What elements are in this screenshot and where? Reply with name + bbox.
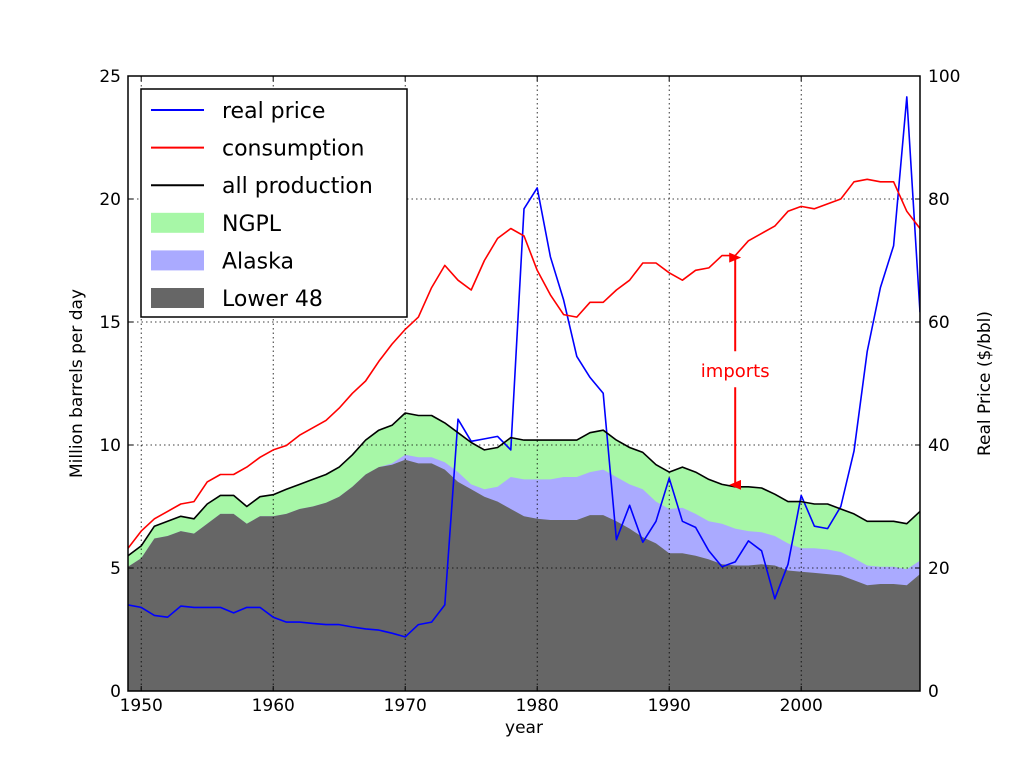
y-tick-label: 0 bbox=[110, 682, 121, 702]
y2-tick-label: 40 bbox=[928, 436, 950, 456]
x-tick-label: 2000 bbox=[780, 696, 823, 716]
x-tick-label: 1960 bbox=[252, 696, 295, 716]
x-axis-label: year bbox=[505, 718, 543, 738]
plot-frame bbox=[127, 75, 921, 692]
series-lines bbox=[128, 96, 920, 638]
line-real-price bbox=[128, 96, 920, 638]
legend-label-alaska: Alaska bbox=[222, 249, 294, 274]
imports-label: imports bbox=[701, 361, 770, 382]
y-axis-label: Million barrels per day bbox=[67, 289, 87, 478]
legend-swatch-alaska bbox=[151, 250, 204, 271]
y-tick-label: 25 bbox=[99, 67, 121, 87]
y2-tick-label: 0 bbox=[928, 682, 939, 702]
legend-label-ngpl: NGPL bbox=[222, 212, 282, 237]
y-tick-label: 15 bbox=[99, 313, 121, 333]
line-all-production bbox=[128, 412, 920, 557]
legend-label-lower-48: Lower 48 bbox=[222, 287, 323, 312]
legend-swatch-lower-48 bbox=[151, 288, 204, 308]
y2-tick-label: 100 bbox=[928, 67, 960, 87]
x-tick-label: 1970 bbox=[384, 696, 427, 716]
y2-tick-label: 60 bbox=[928, 313, 950, 333]
y-tick-label: 10 bbox=[99, 436, 121, 456]
legend-box bbox=[140, 88, 408, 318]
x-tick-label: 1990 bbox=[648, 696, 691, 716]
legend: real price consumption all production NGPL A… bbox=[140, 88, 408, 318]
imports-annotation: imports bbox=[701, 252, 770, 490]
y-tick-label: 20 bbox=[99, 190, 121, 210]
area-lower-48 bbox=[128, 459, 920, 691]
x-tick-label: 1980 bbox=[516, 696, 559, 716]
axis-ticks: 1950 1960 1970 1980 1990 2000 0 5 10 15 20 25 0 20 40 6… bbox=[99, 67, 960, 716]
y2-tick-label: 80 bbox=[928, 190, 950, 210]
line-consumption bbox=[128, 178, 920, 549]
y-tick-label: 5 bbox=[110, 559, 121, 579]
y2-axis-label: Real Price ($/bbl) bbox=[975, 311, 995, 456]
legend-label-consumption: consumption bbox=[222, 137, 364, 162]
axis-labels: year Million barrels per day Real Price ($… bbox=[67, 289, 995, 738]
grid bbox=[128, 76, 920, 691]
x-tick-label: 1950 bbox=[120, 696, 163, 716]
legend-label-all-production: all production bbox=[222, 174, 373, 199]
legend-label-real-price: real price bbox=[222, 99, 325, 124]
stacked-areas bbox=[128, 413, 920, 691]
y2-tick-label: 20 bbox=[928, 559, 950, 579]
legend-swatch-ngpl bbox=[151, 212, 204, 233]
